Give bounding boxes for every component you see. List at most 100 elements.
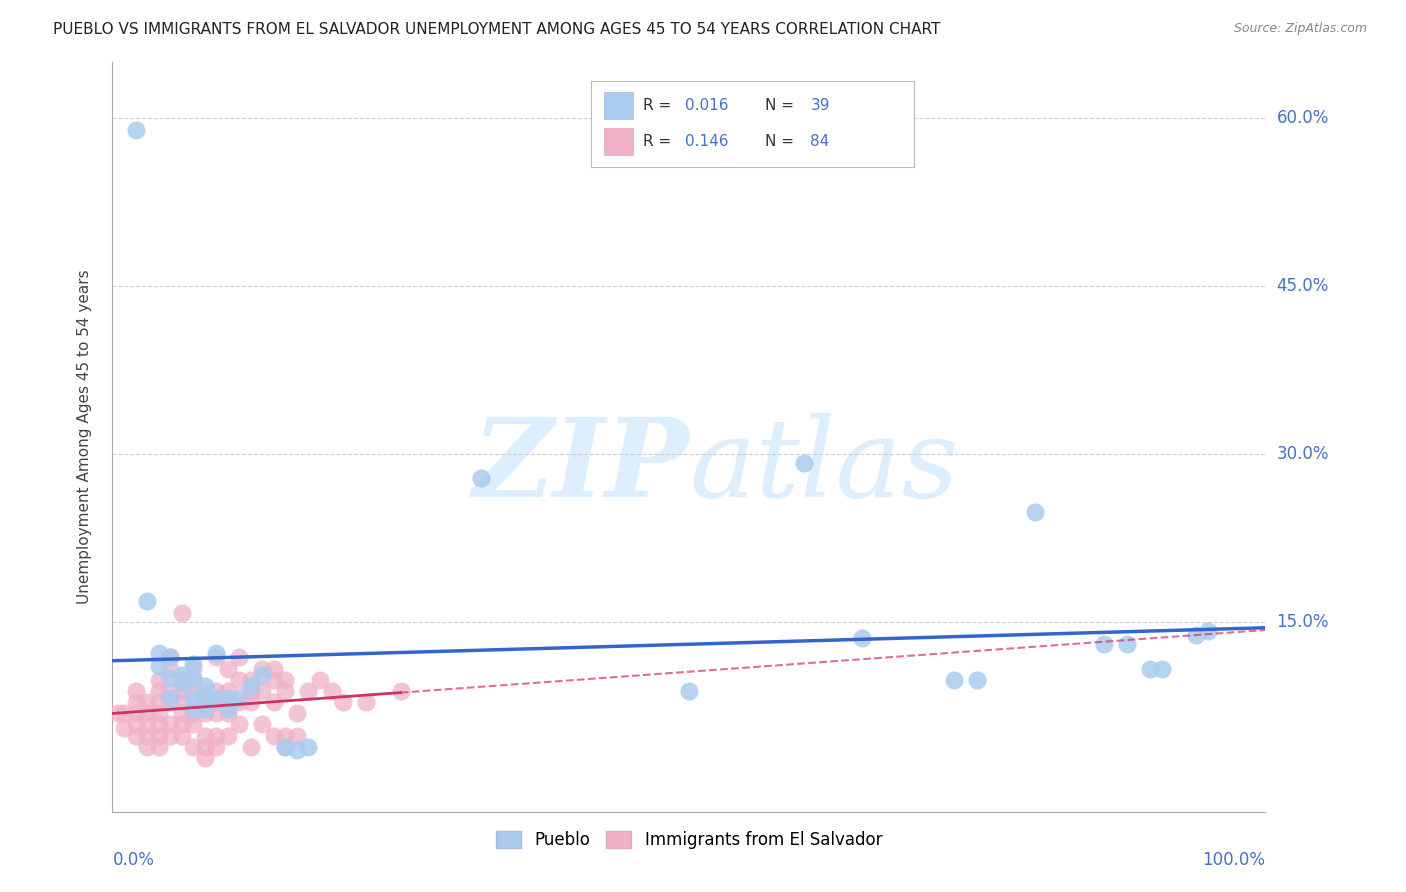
Point <box>194 684 217 698</box>
Text: PUEBLO VS IMMIGRANTS FROM EL SALVADOR UNEMPLOYMENT AMONG AGES 45 TO 54 YEARS COR: PUEBLO VS IMMIGRANTS FROM EL SALVADOR UN… <box>53 22 941 37</box>
Point <box>297 684 319 698</box>
Point <box>136 594 159 608</box>
Text: 0.0%: 0.0% <box>112 851 155 869</box>
Point <box>228 690 250 705</box>
Text: 100.0%: 100.0% <box>1202 851 1265 869</box>
Text: 45.0%: 45.0% <box>1277 277 1329 295</box>
Point <box>124 706 146 721</box>
Point <box>228 673 250 687</box>
Point <box>136 729 159 743</box>
Point <box>181 690 204 705</box>
Point <box>170 717 193 731</box>
Text: 15.0%: 15.0% <box>1277 613 1329 631</box>
Point <box>194 751 217 765</box>
Point <box>263 662 285 676</box>
Point <box>159 717 181 731</box>
Point <box>136 706 159 721</box>
Point <box>124 122 146 136</box>
Point <box>217 702 239 716</box>
Point <box>148 684 170 698</box>
Point <box>1116 637 1139 651</box>
Point <box>194 702 217 716</box>
Point <box>136 695 159 709</box>
Point <box>1024 505 1046 519</box>
Point <box>136 739 159 754</box>
Point <box>285 743 308 757</box>
Point <box>148 739 170 754</box>
Point <box>170 606 193 620</box>
Point <box>148 646 170 660</box>
Point <box>321 684 343 698</box>
Text: atlas: atlas <box>689 413 959 521</box>
Point <box>297 739 319 754</box>
Point <box>274 673 297 687</box>
Point <box>194 680 217 694</box>
Point <box>274 729 297 743</box>
Point <box>205 650 228 665</box>
Point <box>252 668 274 682</box>
Point <box>194 695 217 709</box>
Point <box>1197 624 1219 638</box>
Point <box>124 717 146 731</box>
Point <box>170 695 193 709</box>
Point <box>252 662 274 676</box>
Point <box>159 650 181 665</box>
Point <box>239 684 262 698</box>
Point <box>205 706 228 721</box>
Point <box>217 690 239 705</box>
Point <box>678 684 700 698</box>
Text: 60.0%: 60.0% <box>1277 110 1329 128</box>
Point <box>194 739 217 754</box>
Point <box>228 695 250 709</box>
Point <box>181 673 204 687</box>
Point <box>148 717 170 731</box>
Point <box>205 739 228 754</box>
Point <box>228 650 250 665</box>
Point <box>252 684 274 698</box>
Point <box>239 695 262 709</box>
Point <box>205 684 228 698</box>
Legend: Pueblo, Immigrants from El Salvador: Pueblo, Immigrants from El Salvador <box>489 824 889 855</box>
Point <box>194 706 217 721</box>
Point <box>285 706 308 721</box>
Point <box>136 717 159 731</box>
Point <box>148 729 170 743</box>
Point <box>1139 662 1161 676</box>
Point <box>274 684 297 698</box>
Point <box>181 706 204 721</box>
Point <box>181 671 204 685</box>
Point <box>389 684 412 698</box>
Point <box>181 662 204 676</box>
Point <box>1092 637 1115 651</box>
Point <box>263 729 285 743</box>
Point <box>285 729 308 743</box>
Point <box>194 690 217 705</box>
Point <box>194 729 217 743</box>
Point <box>181 657 204 672</box>
Point <box>309 673 332 687</box>
Point <box>217 706 239 721</box>
Point <box>112 706 135 721</box>
Y-axis label: Unemployment Among Ages 45 to 54 years: Unemployment Among Ages 45 to 54 years <box>77 269 91 605</box>
Point <box>217 662 239 676</box>
Point <box>274 739 297 754</box>
Point <box>159 695 181 709</box>
Point <box>124 684 146 698</box>
Point <box>252 717 274 731</box>
Point <box>470 471 492 485</box>
Point <box>274 739 297 754</box>
Point <box>181 739 204 754</box>
Point <box>124 695 146 709</box>
Point <box>228 717 250 731</box>
Point <box>239 739 262 754</box>
Point <box>170 729 193 743</box>
Point <box>107 706 129 721</box>
Point <box>159 650 181 665</box>
Point <box>170 706 193 721</box>
Text: 30.0%: 30.0% <box>1277 445 1329 463</box>
Point <box>181 717 204 731</box>
Point <box>205 646 228 660</box>
Point <box>148 673 170 687</box>
Point <box>263 673 285 687</box>
Point <box>170 668 193 682</box>
